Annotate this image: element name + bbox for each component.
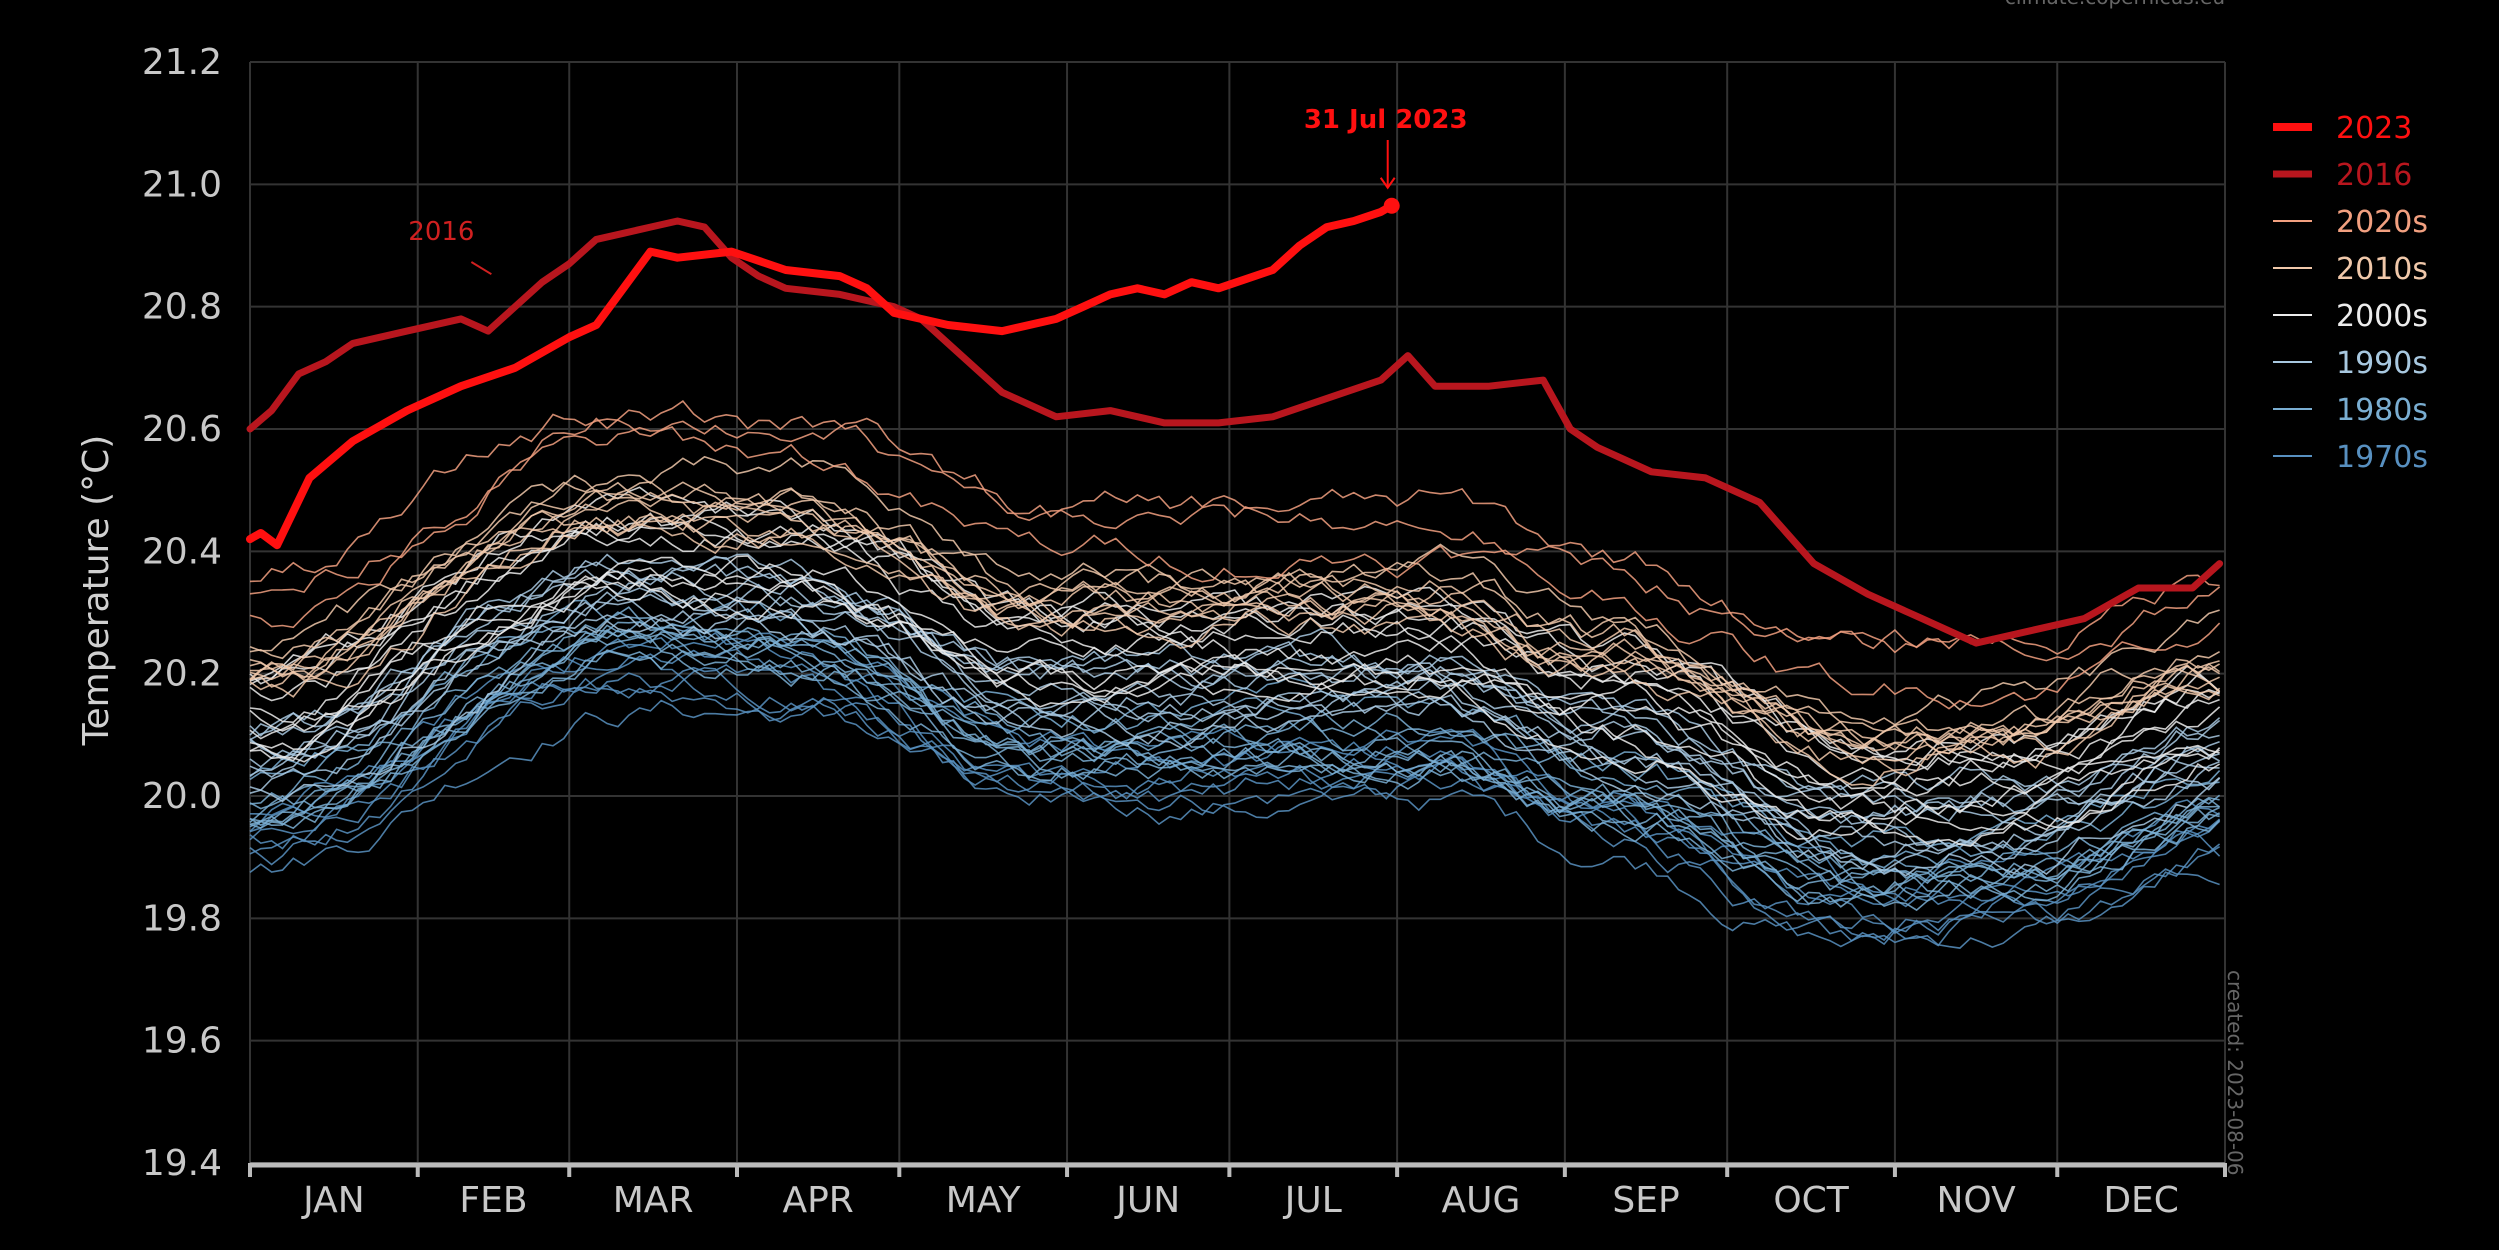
highlighted-series	[246, 197, 2224, 647]
legend-label: 1980s	[2336, 393, 2428, 428]
historical-year-lines	[249, 400, 2221, 949]
year-line	[249, 514, 2221, 762]
year-line	[249, 680, 2221, 934]
x-tick-label: AUG	[1442, 1180, 1521, 1221]
series-line-2016	[246, 217, 2224, 647]
year-line	[249, 663, 2220, 933]
x-tick-label: MAR	[613, 1180, 694, 1221]
y-axis-title: Temperature (°C)	[76, 435, 117, 747]
year-line	[249, 455, 2220, 726]
annotation-arrowhead	[1379, 177, 1396, 190]
year-line	[249, 481, 2220, 748]
year-line	[249, 400, 2221, 662]
year-line	[249, 607, 2220, 853]
y-tick-label: 19.6	[142, 1021, 222, 1062]
annotations: 31 Jul 2023 2016	[408, 105, 1468, 276]
series-endpoint-2023	[1383, 197, 1400, 214]
year-line	[249, 655, 2221, 942]
annotation-label: 31 Jul 2023	[1304, 105, 1468, 135]
year-line	[249, 568, 2220, 813]
y-tick-label: 20.8	[142, 287, 222, 328]
annotation-label: 2016	[408, 217, 474, 247]
year-line	[249, 666, 2221, 947]
x-tick-label: DEC	[2103, 1180, 2179, 1221]
year-line	[249, 523, 2221, 787]
legend-label: 1990s	[2336, 346, 2428, 381]
y-tick-label: 20.6	[142, 409, 222, 450]
x-tick-label: FEB	[459, 1180, 527, 1221]
year-line	[249, 413, 2220, 655]
year-line	[249, 621, 2221, 908]
year-line	[249, 515, 2220, 752]
x-tick-label: JUL	[1283, 1180, 1342, 1221]
year-line	[249, 650, 2220, 900]
year-line	[249, 591, 2221, 877]
legend-label: 2020s	[2336, 205, 2428, 240]
x-tick-label: NOV	[1936, 1180, 2016, 1221]
y-tick-label: 20.4	[142, 531, 222, 572]
year-line	[249, 583, 2220, 871]
x-tick-label: JAN	[301, 1180, 365, 1221]
x-tick-label: MAY	[946, 1180, 1022, 1221]
year-line	[249, 637, 2220, 906]
y-tick-label: 19.4	[142, 1143, 222, 1184]
year-line	[249, 563, 2220, 814]
year-line	[249, 629, 2220, 883]
annotation-arrow	[470, 261, 492, 276]
y-tick-label: 20.2	[142, 654, 222, 695]
year-line	[249, 606, 2220, 879]
year-line	[249, 609, 2221, 873]
year-line	[249, 425, 2221, 710]
year-line	[249, 474, 2220, 747]
y-tick-label: 21.2	[142, 42, 222, 83]
grid	[249, 61, 2226, 1164]
legend-label: 2023	[2336, 111, 2412, 146]
y-tick-label: 19.8	[142, 898, 222, 939]
legend-label: 2016	[2336, 158, 2412, 193]
x-tick-label: SEP	[1612, 1180, 1679, 1221]
created-date-label: created: 2023-08-06	[2223, 970, 2247, 1176]
legend-label: 1970s	[2336, 440, 2428, 475]
y-tick-label: 20.0	[142, 776, 222, 817]
series-line-2023	[246, 201, 1396, 550]
year-line	[249, 508, 2221, 755]
y-tick-label: 21.0	[142, 164, 222, 205]
year-line	[249, 483, 2221, 777]
year-line	[249, 578, 2221, 840]
axes: 19.4 19.6 19.8 20.0 20.2 20.4 20.6 20.8 21.0 21.2…	[142, 42, 2227, 1221]
x-tick-label: APR	[782, 1180, 853, 1221]
year-line	[249, 626, 2221, 903]
x-tick-label: OCT	[1773, 1180, 1849, 1221]
x-tick-label: JUN	[1114, 1180, 1180, 1221]
legend: 2023 2016 2020s 2010s 2000s 1990s 1980s 1970s	[2273, 111, 2428, 475]
legend-label: 2000s	[2336, 299, 2428, 334]
year-line	[249, 576, 2220, 825]
source-label: climate.copernicus.eu	[2005, 0, 2225, 9]
year-line	[249, 566, 2220, 797]
year-line	[249, 576, 2221, 848]
year-line	[249, 697, 2221, 949]
legend-label: 2010s	[2336, 252, 2428, 287]
